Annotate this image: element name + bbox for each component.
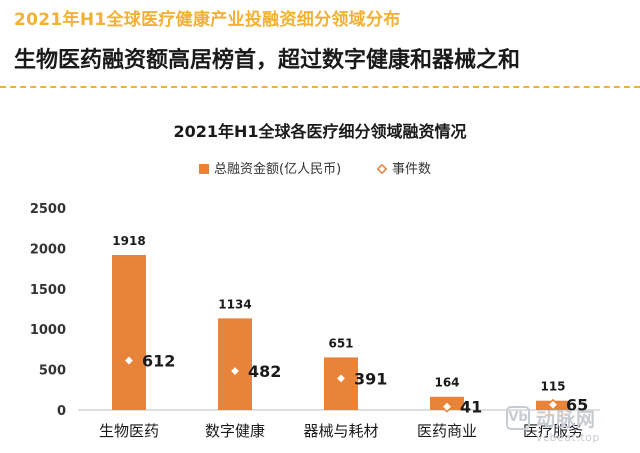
bar-value-label: 115 — [540, 380, 565, 394]
count-value-label: 41 — [460, 398, 482, 417]
bar — [112, 255, 146, 410]
count-value-label: 482 — [248, 362, 281, 381]
count-value-label: 391 — [354, 369, 387, 388]
x-tick-label: 生物医药 — [99, 422, 159, 440]
chart-legend: 总融资金额(亿人民币) 事件数 — [199, 161, 431, 177]
y-axis: 0 500 1000 1500 2000 2500 — [30, 202, 66, 419]
y-tick-label: 2000 — [30, 242, 66, 257]
count-marker — [228, 365, 242, 378]
bars: 1918 1134 651 164 115 — [112, 234, 570, 410]
bar — [218, 318, 252, 410]
slide-header: 2021年H1全球医疗健康产业投融资细分领域分布 生物医药融资额高居榜首，超过数… — [0, 0, 640, 86]
slide-subtitle: 2021年H1全球医疗健康产业投融资细分领域分布 — [14, 10, 401, 30]
y-tick-label: 2500 — [30, 202, 66, 217]
bar-value-label: 1134 — [218, 297, 251, 311]
watermark-name: 动脉网 — [536, 409, 597, 431]
bar-value-label: 651 — [328, 336, 353, 350]
count-value-label: 65 — [566, 396, 588, 415]
y-tick-label: 1500 — [30, 283, 66, 298]
header-divider — [0, 86, 640, 88]
legend-bar-swatch — [199, 164, 209, 174]
watermark: Vb 动脉网 vcbeat.top — [506, 403, 634, 451]
legend-count-label: 事件数 — [392, 162, 431, 177]
count-marker — [334, 372, 348, 385]
bar-value-label: 164 — [434, 376, 459, 390]
x-tick-label: 医疗服务 — [523, 422, 583, 440]
x-tick-label: 器械与耗材 — [303, 422, 378, 440]
legend-bar-label: 总融资金额(亿人民币) — [214, 161, 341, 177]
count-marker — [440, 400, 454, 413]
watermark-url: vcbeat.top — [536, 431, 600, 444]
legend-diamond-icon — [376, 163, 388, 175]
count-marker — [122, 354, 136, 367]
y-tick-label: 500 — [39, 364, 66, 379]
markers: 612 482 391 41 65 — [122, 352, 588, 417]
bar-value-label: 1918 — [112, 234, 145, 248]
x-tick-label: 数字健康 — [205, 422, 265, 440]
slide-title: 生物医药融资额高居榜首，超过数字健康和器械之和 — [14, 48, 521, 73]
count-marker — [546, 398, 560, 411]
y-tick-label: 0 — [57, 404, 66, 419]
chart-title: 2021年H1全球各医疗细分领域融资情况 — [173, 122, 466, 141]
vb-logo-icon: Vb — [506, 406, 530, 430]
count-value-label: 612 — [142, 352, 175, 371]
y-tick-label: 1000 — [30, 323, 66, 338]
x-tick-label: 医药商业 — [417, 422, 477, 440]
